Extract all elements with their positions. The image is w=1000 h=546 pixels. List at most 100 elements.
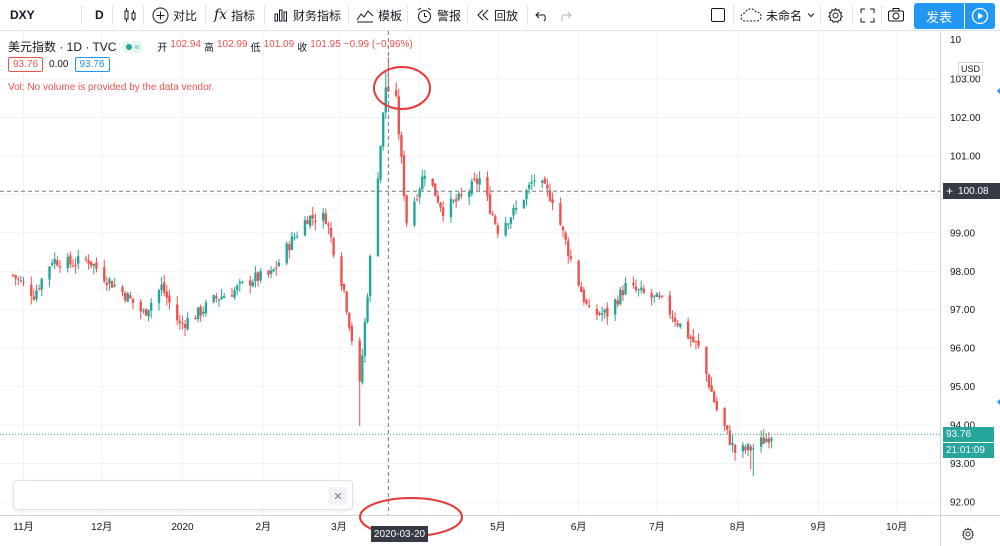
last-price-tag: 93.76 [943, 427, 994, 442]
candle-body [275, 267, 278, 269]
time-tick-label: 6月 [571, 521, 587, 533]
axis-settings-button[interactable] [961, 527, 975, 544]
candle-body [759, 437, 763, 447]
candle-body [598, 312, 601, 315]
financials-label: 财务指标 [293, 8, 342, 23]
fullscreen-icon [860, 8, 875, 22]
candle-body [90, 261, 93, 266]
candle-body [384, 87, 387, 113]
candle-body [689, 336, 692, 339]
interval-button[interactable]: D [95, 0, 104, 30]
candle-body [650, 293, 653, 298]
candle-body [582, 289, 586, 302]
candle-body [74, 264, 77, 266]
candle-body [87, 260, 90, 264]
candle-body [361, 355, 364, 383]
candle-body [658, 295, 661, 297]
candle-body [475, 179, 479, 184]
candle-body [770, 438, 773, 441]
templates-button[interactable]: 模板 [356, 0, 402, 30]
price-tick-label: 96.00 [950, 344, 975, 355]
time-tick-label: 3月 [331, 521, 347, 533]
publish-button[interactable]: 发表 [914, 3, 964, 29]
price-chart[interactable]: 92.00 93.00 94.00 95.00 96.00 97.00 98.00 99.00… [0, 31, 1000, 546]
crosshair-price-value: 100.08 [958, 185, 989, 197]
compare-button[interactable]: 对比 [152, 0, 197, 30]
fullscreen-layout-button[interactable] [710, 0, 726, 30]
chart-style-button[interactable] [122, 0, 138, 30]
undo-button[interactable] [535, 0, 549, 30]
fullscreen-button[interactable] [860, 0, 875, 30]
play-button[interactable] [965, 3, 995, 29]
candle-body [543, 178, 546, 184]
value-box-zero: 0.00 [49, 59, 69, 70]
candle-body [249, 280, 252, 286]
candle-body [123, 292, 127, 301]
candle-body [494, 216, 497, 224]
delay-icon: ≈ [134, 41, 140, 52]
candle-body [322, 212, 325, 221]
candle-body [76, 256, 80, 264]
candle-body [50, 263, 54, 265]
candle-body [504, 222, 507, 236]
time-tick-label: 2月 [255, 521, 271, 533]
candle-body [165, 291, 169, 298]
candle-body [168, 295, 171, 303]
candle-body [676, 323, 679, 326]
chevron-down-icon [807, 13, 815, 18]
layout-name-button[interactable]: 未命名 [740, 0, 816, 30]
candle-body [37, 288, 41, 290]
candle-body [712, 391, 716, 403]
symbol-title[interactable]: 美元指数 · 1D · TVC [8, 40, 117, 54]
compare-label: 对比 [173, 8, 198, 23]
candle-body [267, 270, 270, 275]
crosshair-plus-icon[interactable]: + [946, 184, 954, 198]
candle-body [66, 256, 69, 269]
candle-body [728, 430, 732, 445]
candle-body [762, 437, 765, 444]
candle-body [467, 191, 471, 198]
replay-button[interactable]: 回放 [476, 0, 518, 30]
low-value: 101.09 [263, 39, 295, 50]
price-tick-label: 103.00 [950, 75, 981, 86]
alerts-button[interactable]: 警报 [416, 0, 461, 30]
candle-body [147, 310, 150, 317]
candle-body [637, 289, 640, 291]
price-tick-label: 101.00 [950, 151, 981, 162]
close-icon[interactable]: ✕ [329, 487, 347, 505]
candle-body [454, 199, 458, 202]
candle-body [254, 272, 257, 282]
alarm-clock-icon [417, 7, 432, 23]
candle-body [478, 178, 481, 185]
plot-area[interactable] [0, 31, 940, 515]
financials-button[interactable]: 财务指标 [273, 0, 341, 30]
candle-body [217, 299, 221, 301]
toolbar-divider [467, 5, 468, 25]
candle-body [69, 255, 72, 265]
last-price-value: 93.76 [946, 429, 972, 440]
candle-body [108, 278, 111, 284]
candle-body [634, 286, 638, 291]
overlay-layer [0, 31, 1000, 537]
snapshot-button[interactable] [887, 0, 905, 30]
close-label: 收 [297, 43, 308, 54]
candle-body [733, 444, 737, 453]
symbol-search-button[interactable]: DXY [10, 0, 35, 30]
interval-label: D [95, 8, 104, 22]
candle-body [142, 310, 145, 312]
redo-button[interactable] [558, 0, 572, 30]
gear-icon [961, 527, 975, 541]
peak-annotation-ellipse[interactable] [373, 66, 431, 110]
candle-body [230, 295, 234, 297]
indicators-button[interactable]: fx 指标 [214, 0, 255, 30]
candle-body [744, 446, 747, 451]
settings-button[interactable] [827, 0, 844, 30]
candle-body [129, 295, 132, 299]
currency-badge[interactable]: USD [958, 62, 984, 76]
candle-body [752, 448, 755, 450]
time-axis[interactable]: 11月 12月 2020 2月 3月 5月 6月 7月 8月 9月 10月 [13, 521, 907, 533]
candle-body [486, 177, 489, 196]
candle-body [765, 438, 768, 442]
candle-body [431, 178, 434, 186]
candle-body [345, 291, 348, 313]
